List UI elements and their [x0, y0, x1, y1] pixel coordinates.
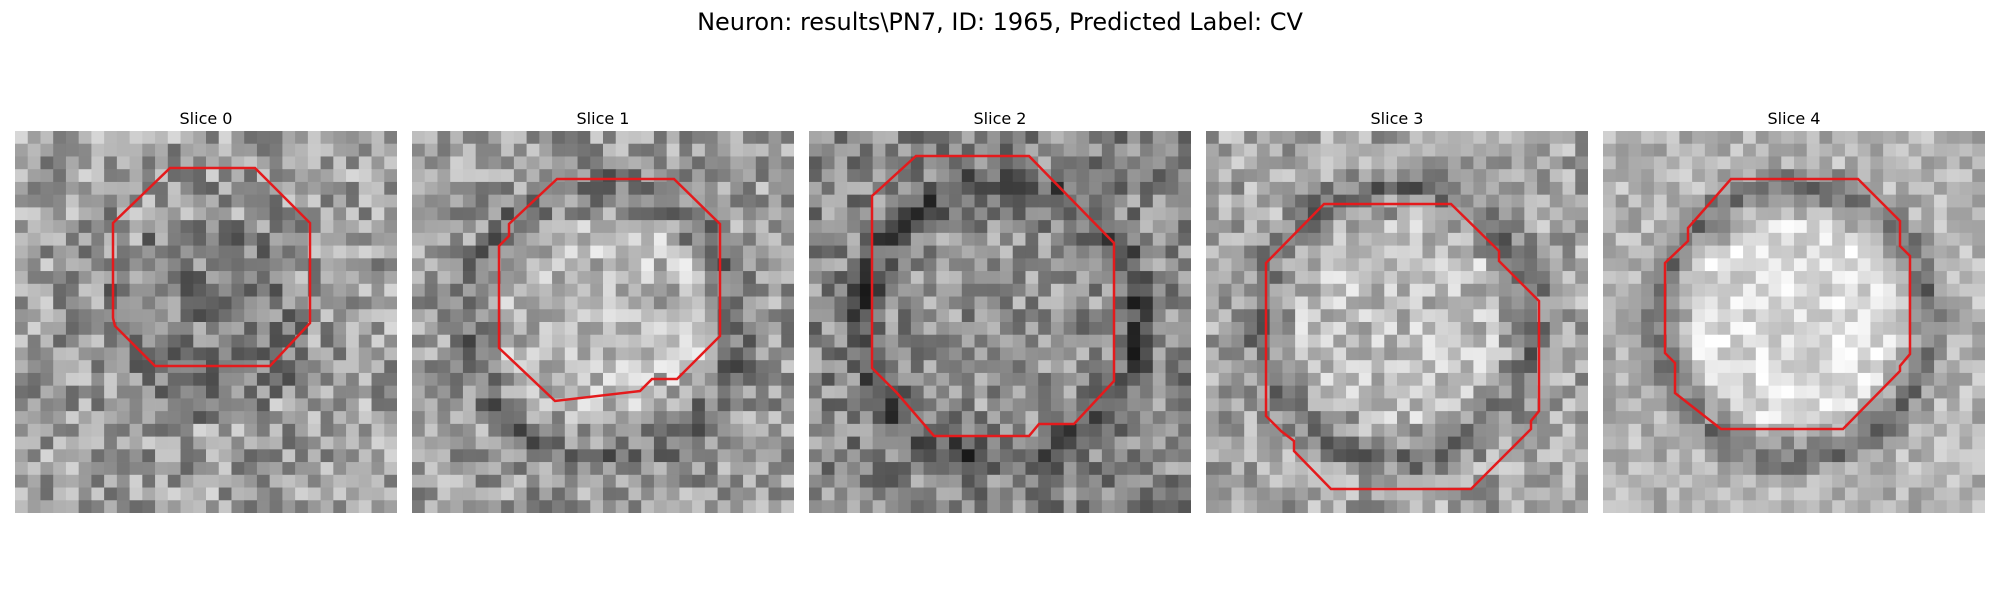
- slice-panel-2: Slice 2: [809, 107, 1191, 513]
- slice-image-3: [1206, 131, 1588, 513]
- slice-title-3: Slice 3: [1370, 109, 1424, 128]
- slice-title-2: Slice 2: [973, 109, 1027, 128]
- slice-image-4: [1603, 131, 1985, 513]
- segmentation-contour: [111, 166, 312, 368]
- slice-title-4: Slice 4: [1767, 109, 1821, 128]
- segmentation-contour: [1663, 177, 1912, 431]
- segmentation-contour: [1264, 202, 1541, 491]
- figure-title: Neuron: results\PN7, ID: 1965, Predicted…: [697, 8, 1303, 36]
- slice-image-1: [412, 131, 794, 513]
- slice-panel-1: Slice 1: [412, 107, 794, 513]
- slice-panel-4: Slice 4: [1603, 107, 1985, 513]
- slice-image-0: [15, 131, 397, 513]
- segmentation-contour: [497, 177, 722, 403]
- segmentation-contour: [870, 154, 1116, 438]
- slice-title-1: Slice 1: [576, 109, 630, 128]
- slice-panel-0: Slice 0: [15, 107, 397, 513]
- slice-panel-3: Slice 3: [1206, 107, 1588, 513]
- slice-image-2: [809, 131, 1191, 513]
- slice-title-0: Slice 0: [179, 109, 233, 128]
